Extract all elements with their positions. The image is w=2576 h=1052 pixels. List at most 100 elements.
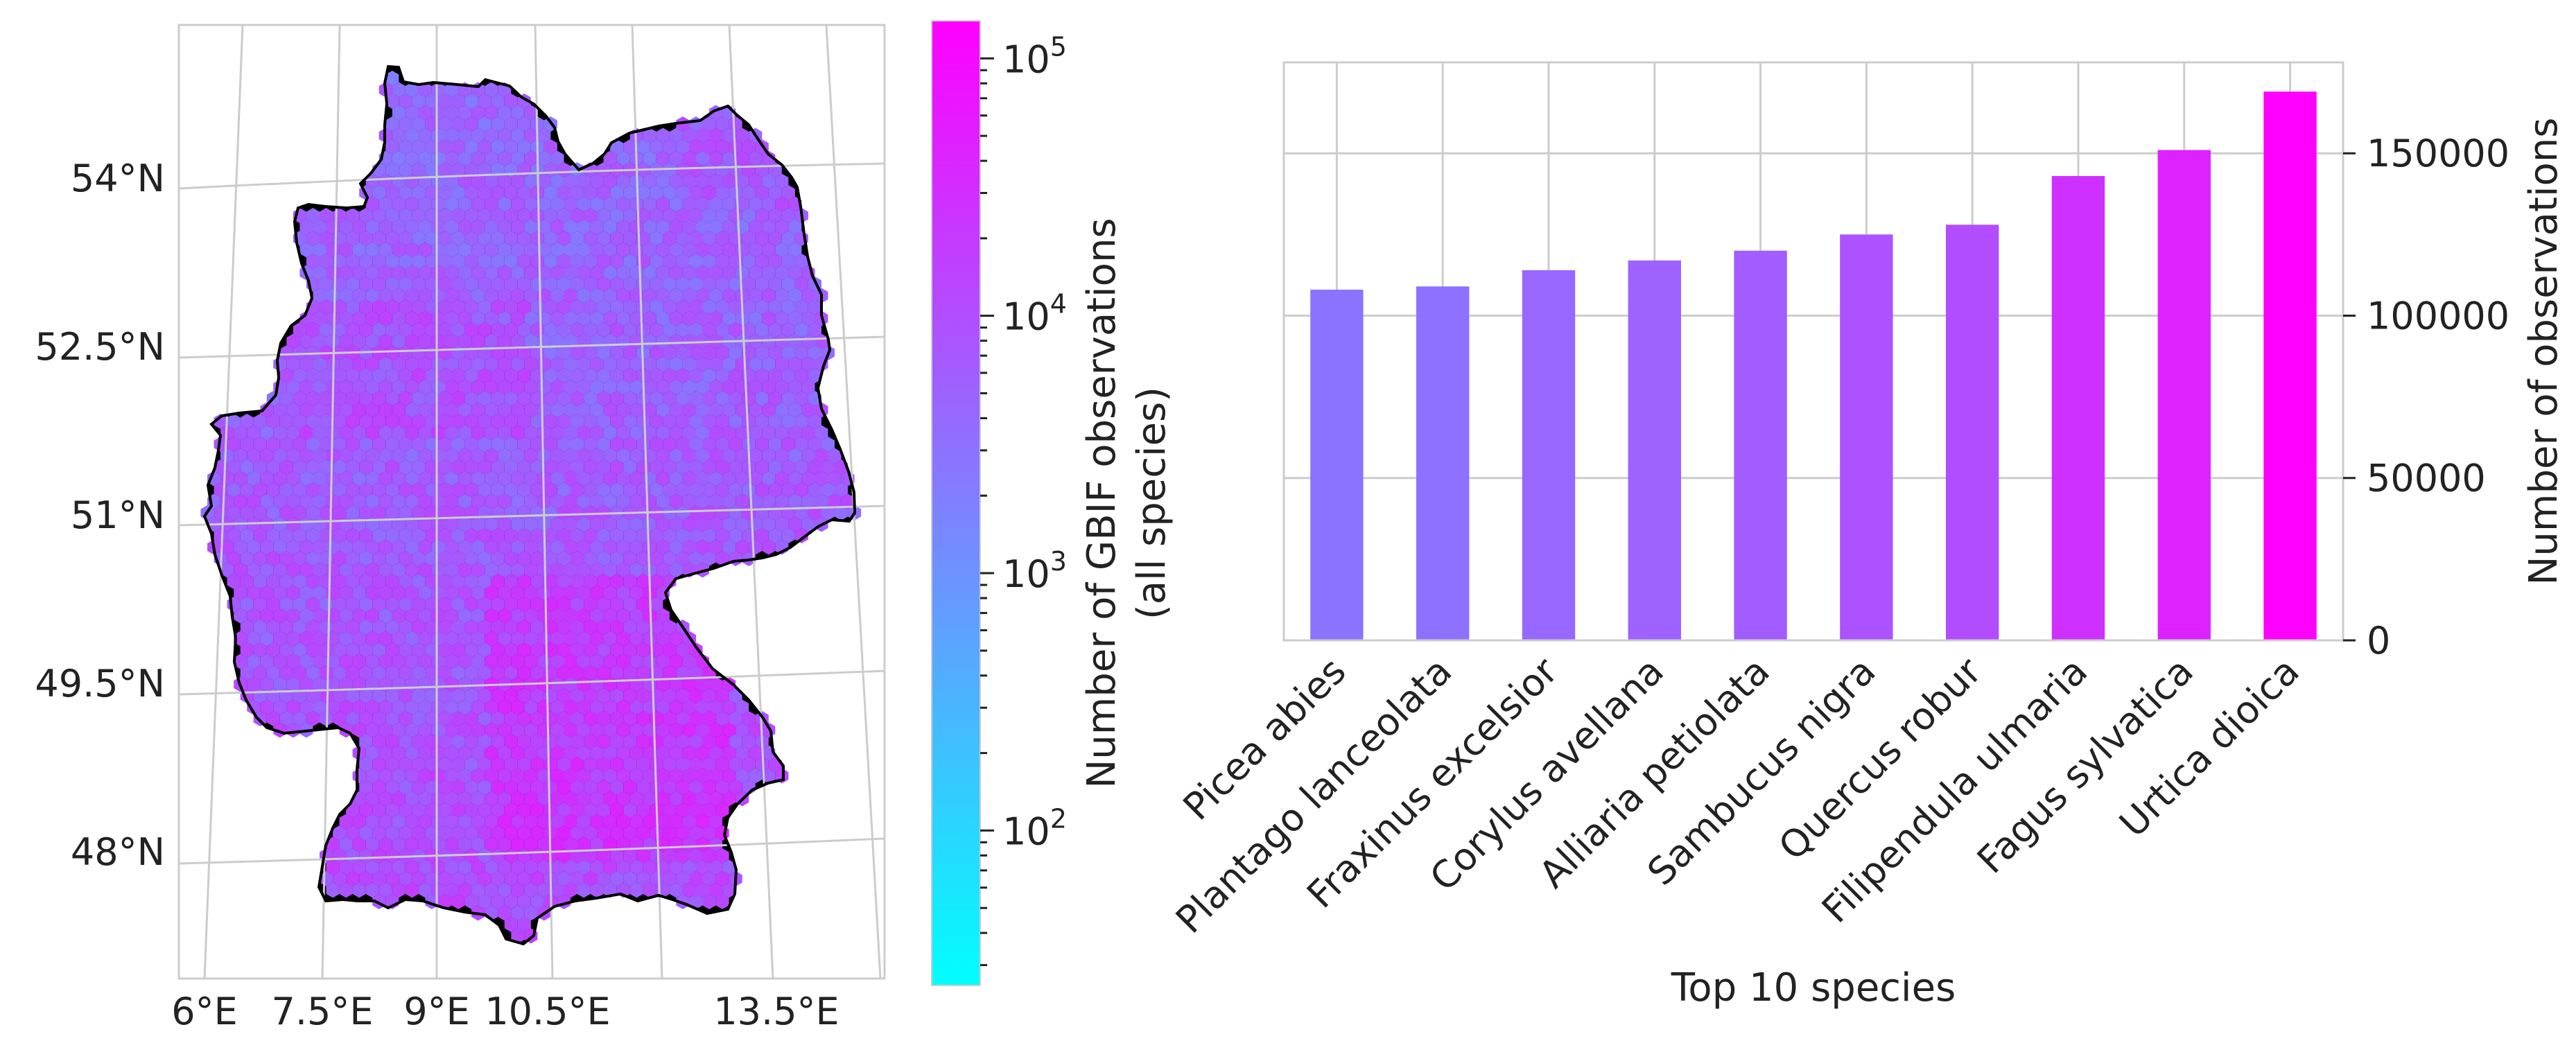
hexbin-cell xyxy=(471,173,485,189)
hexbin-cell xyxy=(577,242,591,258)
hexbin-cell xyxy=(431,265,445,281)
hexbin-cell xyxy=(365,562,379,578)
hexbin-cell xyxy=(293,528,306,543)
hexbin-cell xyxy=(517,528,531,543)
hexbin-cell xyxy=(696,288,709,304)
hexbin-cell xyxy=(378,562,392,578)
hexbin-cell xyxy=(571,688,584,703)
hexbin-cell xyxy=(590,219,604,235)
hexbin-cell xyxy=(709,471,723,486)
hexbin-cell xyxy=(537,791,551,807)
hexbin-cell xyxy=(392,722,406,738)
hexbin-cell xyxy=(451,208,465,223)
hexbin-cell xyxy=(326,859,340,875)
hexbin-cell xyxy=(511,745,525,761)
hexbin-cell xyxy=(597,277,611,292)
hexbin-cell xyxy=(616,196,630,212)
hexbin-cell xyxy=(584,757,598,772)
hexbin-cell xyxy=(715,688,729,703)
hexbin-cell xyxy=(682,128,696,143)
hexbin-cell xyxy=(260,585,274,601)
hexbin-cell xyxy=(464,322,478,337)
hexbin-cell xyxy=(656,425,670,441)
hexbin-cell xyxy=(372,734,386,749)
hexbin-cell xyxy=(279,368,293,383)
hexbin-cell xyxy=(293,391,306,406)
hexbin-cell xyxy=(702,437,716,452)
hexbin-cell xyxy=(227,414,241,429)
hexbin-cell xyxy=(709,242,723,258)
hexbin-cell xyxy=(564,288,577,304)
hexbin-cell xyxy=(550,631,564,647)
hexbin-cell xyxy=(313,310,327,326)
hexbin-cell xyxy=(590,471,604,486)
hexbin-cell xyxy=(247,539,261,555)
hexbin-cell xyxy=(597,551,611,566)
hexbin-cell xyxy=(405,196,419,212)
hexbin-cell xyxy=(702,757,716,772)
hexbin-cell xyxy=(333,642,347,658)
hexbin-cell xyxy=(709,836,723,852)
hexbin-cell xyxy=(445,493,459,509)
hexbin-cell xyxy=(636,597,650,612)
hexbin-cell xyxy=(392,196,406,212)
hexbin-cell xyxy=(464,734,478,749)
hexbin-cell xyxy=(524,219,538,235)
hexbin-cell xyxy=(339,242,353,258)
hexbin-cell xyxy=(352,242,366,258)
hexbin-cell xyxy=(689,368,703,383)
hexbin-cell xyxy=(372,254,386,269)
hexbin-cell xyxy=(768,368,782,383)
hexbin-cell xyxy=(543,277,557,292)
hexbin-cell xyxy=(689,871,703,886)
hexbin-cell xyxy=(781,185,795,200)
hexbin-cell xyxy=(517,254,531,269)
hexbin-cell xyxy=(821,459,835,475)
hexbin-cell xyxy=(623,437,637,452)
hexbin-cell xyxy=(214,528,227,543)
hexbin-cell xyxy=(603,471,617,486)
hexbin-cell xyxy=(742,482,756,498)
hexbin-cell xyxy=(577,859,591,875)
hexbin-cell xyxy=(498,859,512,875)
hexbin-cell xyxy=(399,437,412,452)
hexbin-cell xyxy=(794,299,808,315)
hexbin-cell xyxy=(755,437,769,452)
hexbin-cell xyxy=(471,814,485,830)
hexbin-cell xyxy=(669,654,683,669)
hexbin-cell xyxy=(749,768,763,784)
hexbin-cell xyxy=(722,791,736,807)
hexbin-cell xyxy=(333,277,347,292)
hexbin-cell xyxy=(590,493,604,509)
hexbin-cell xyxy=(412,414,426,429)
hexbin-cell xyxy=(504,780,518,795)
colorbar-gradient xyxy=(932,21,980,985)
hexbin-cell xyxy=(458,448,472,464)
hexbin-cell xyxy=(722,356,736,372)
hexbin-cell xyxy=(320,871,333,886)
hexbin-cell xyxy=(313,265,327,281)
hexbin-cell xyxy=(663,299,677,315)
hexbin-cell xyxy=(299,493,313,509)
hexbin-cell xyxy=(616,219,630,235)
hexbin-cell xyxy=(425,803,439,818)
hexbin-cell xyxy=(530,825,544,841)
hexbin-cell xyxy=(517,665,531,681)
hexbin-cell xyxy=(471,791,485,807)
hexbin-cell xyxy=(385,642,399,658)
hexbin-cell xyxy=(749,402,763,418)
hexbin-cell xyxy=(788,402,802,418)
hexbin-cell xyxy=(451,528,465,543)
hexbin-cell xyxy=(279,414,293,429)
hexbin-cell xyxy=(299,562,313,578)
hexbin-cell xyxy=(320,642,333,658)
hexbin-cell xyxy=(577,745,591,761)
hexbin-cell xyxy=(557,208,571,223)
hexbin-cell xyxy=(696,882,709,898)
hexbin-cell xyxy=(656,745,670,761)
hexbin-cell xyxy=(306,368,320,383)
hexbin-cell xyxy=(412,528,426,543)
hexbin-cell xyxy=(801,471,815,486)
hexbin-cell xyxy=(498,654,512,669)
